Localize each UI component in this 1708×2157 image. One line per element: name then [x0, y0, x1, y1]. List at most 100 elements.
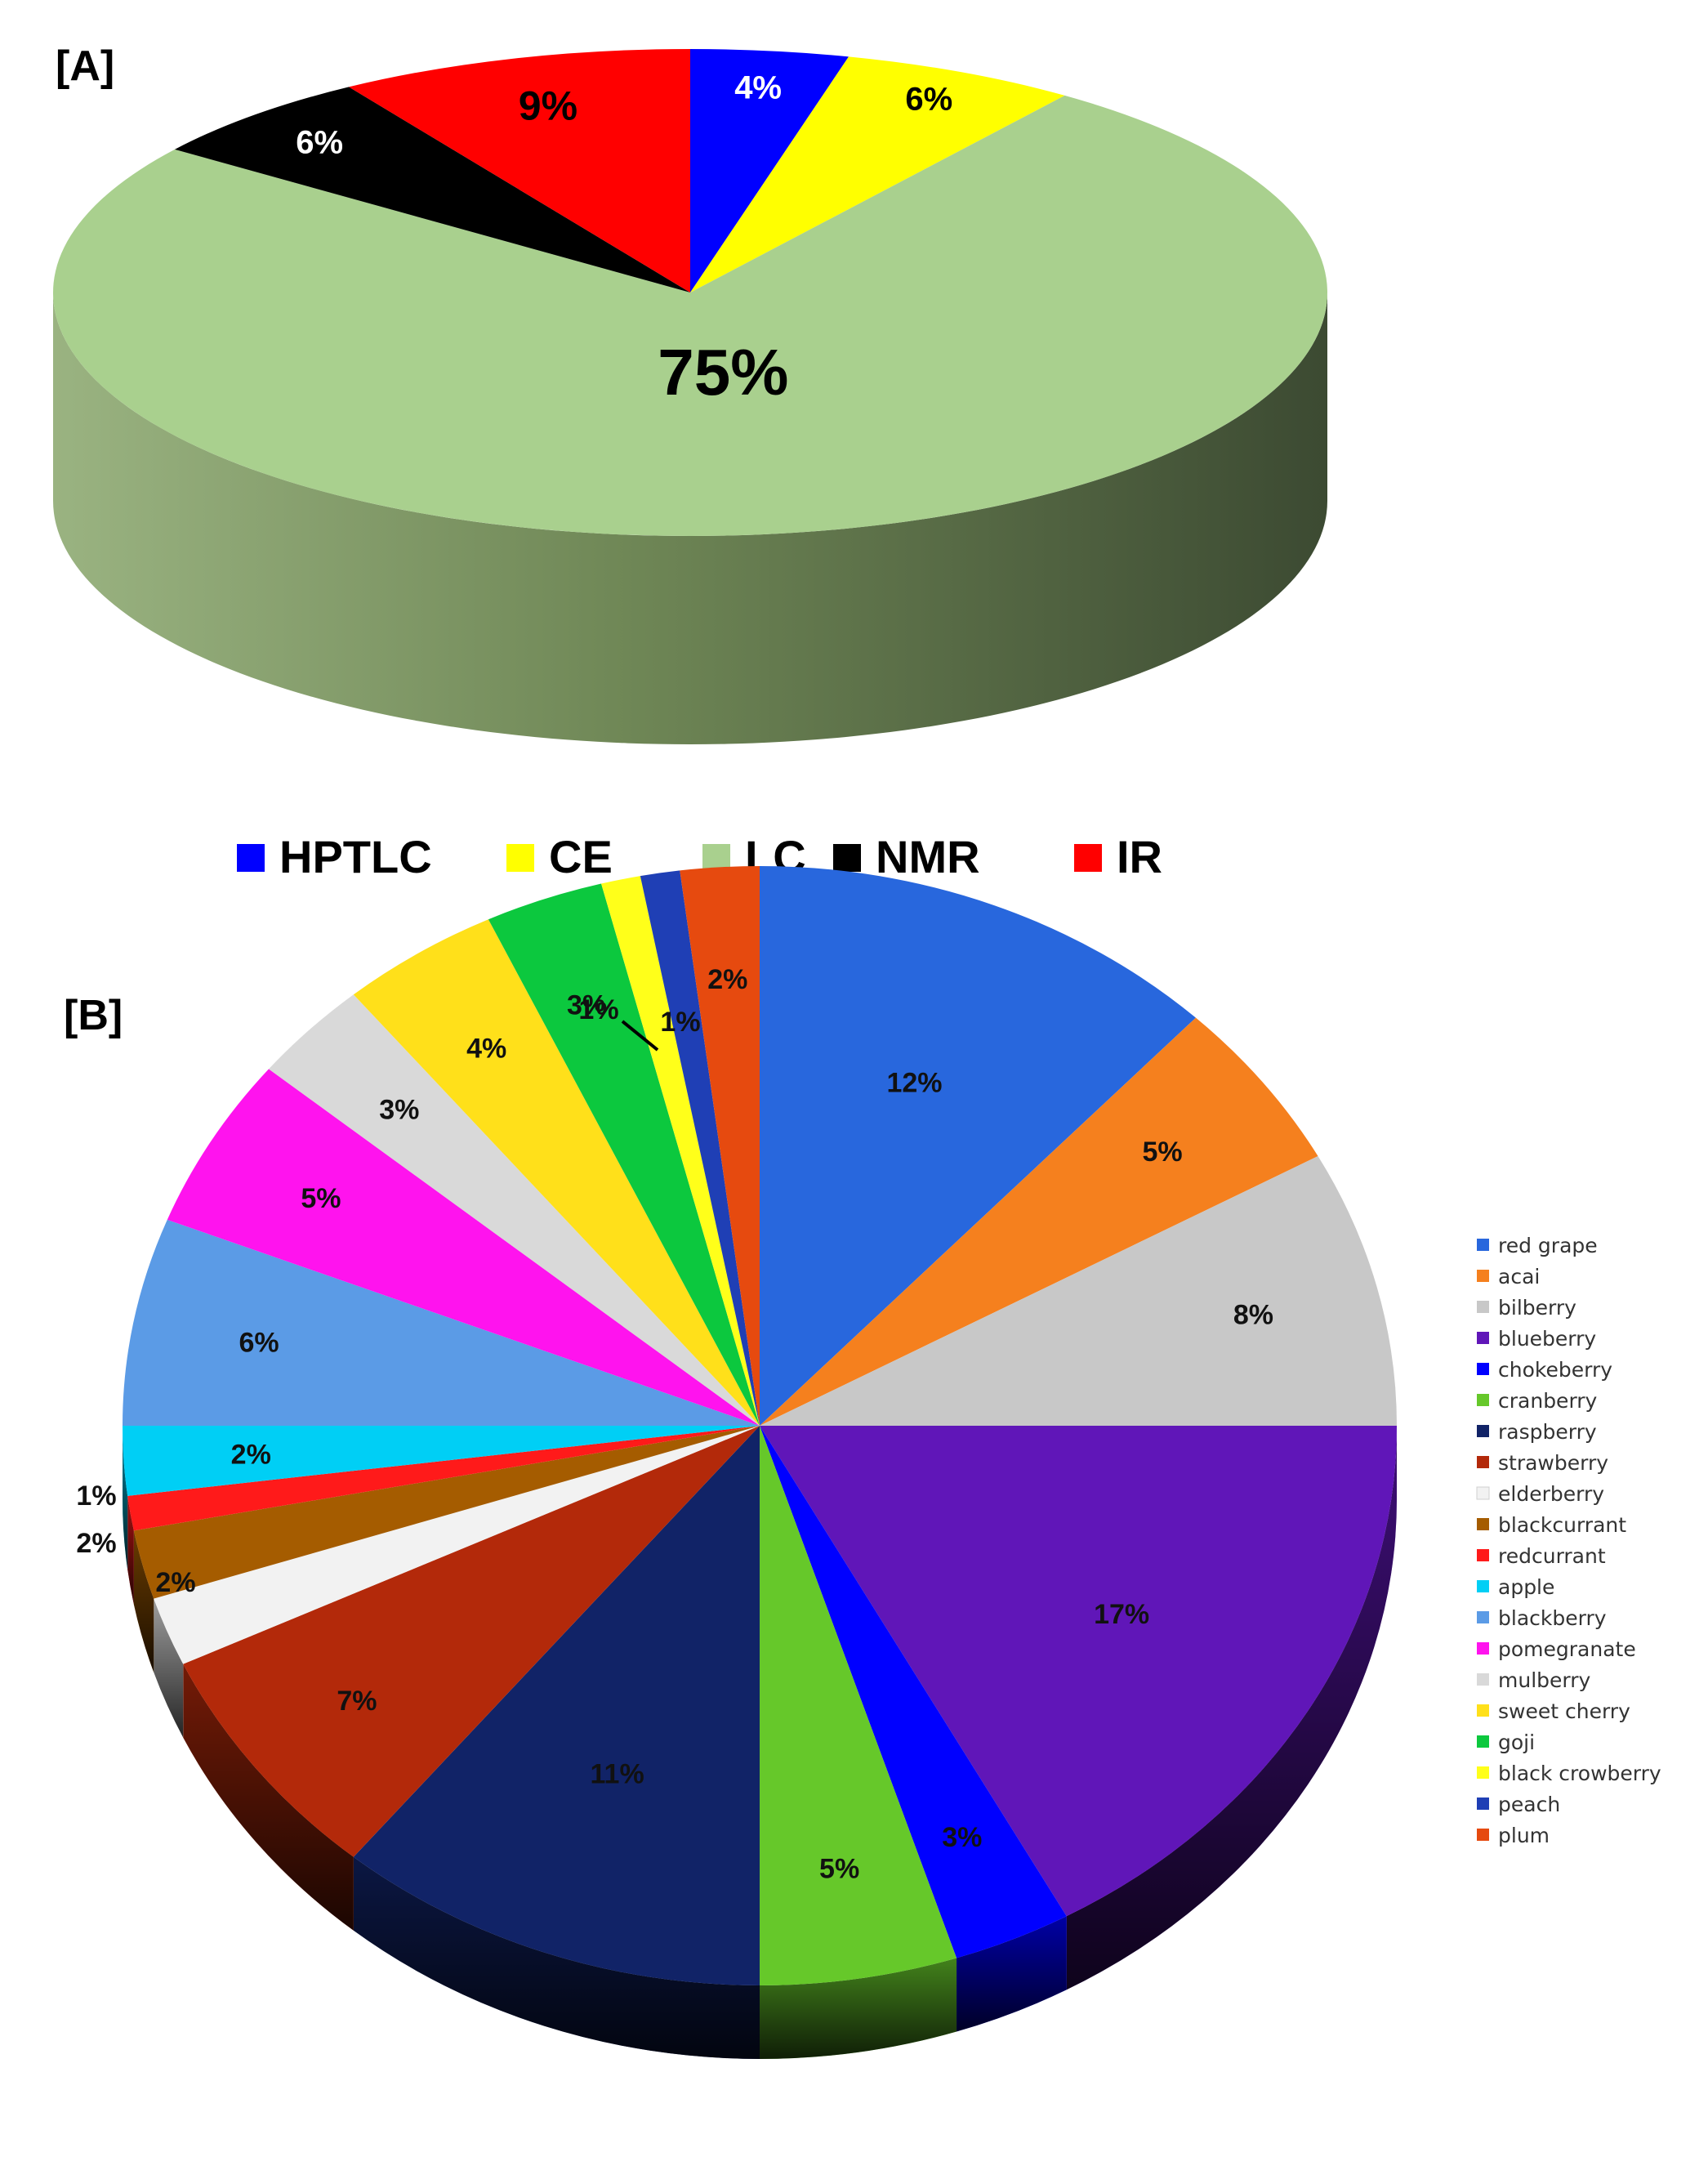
legend-b-swatch	[1477, 1425, 1489, 1437]
legend-b-swatch	[1477, 1518, 1489, 1530]
legend-b-swatch	[1477, 1611, 1489, 1623]
pie-b-value-label: 1%	[578, 994, 618, 1025]
pie-b-value-label: 4%	[466, 1033, 506, 1064]
legend-b-label: chokeberry	[1498, 1358, 1612, 1382]
pie-b-value-label: 5%	[819, 1853, 859, 1884]
legend-b-swatch	[1477, 1363, 1489, 1375]
pie-a-slices	[53, 49, 1328, 536]
pie-b-value-label: 5%	[1142, 1137, 1182, 1168]
pie-a-side-wall	[53, 293, 1327, 744]
legend-b-label: cranberry	[1498, 1389, 1598, 1413]
pie-b-slice-bilberry	[760, 1155, 1398, 1426]
legend-b-label: black crowberry	[1498, 1762, 1661, 1785]
legend-b-label: blueberry	[1498, 1327, 1596, 1351]
pie-a-slice-ir	[349, 49, 690, 293]
pie-b-slice-acai	[760, 1017, 1318, 1426]
pie-b-slices	[123, 866, 1398, 1985]
legend-b-swatch	[1477, 1673, 1489, 1686]
legend-b-swatch	[1477, 1735, 1489, 1748]
pie-a-slice-lc	[53, 95, 1328, 536]
pie-b-slice-strawberry	[183, 1426, 760, 1857]
legend-b-label: bilberry	[1498, 1296, 1576, 1320]
pie-b-side-shade	[183, 1664, 354, 1931]
legend-b-label: raspberry	[1498, 1420, 1597, 1444]
pie-b-value-label: 3%	[567, 989, 607, 1020]
pie-b-slice-sweet-cherry	[353, 919, 760, 1426]
legend-a-swatch	[1074, 844, 1102, 872]
legend-b-swatch	[1477, 1580, 1489, 1592]
pie-b-slice-black-crowberry	[601, 876, 760, 1426]
pie-b-slice-plum	[680, 866, 760, 1426]
legend-a-label: HPTLC	[279, 831, 432, 882]
pie-a-slice-ce	[690, 56, 1065, 293]
pie-b-value-label: 1%	[660, 1007, 700, 1038]
pie-b-slice-blackcurrant	[133, 1426, 760, 1599]
legend-b-swatch	[1477, 1704, 1489, 1717]
pie-b-slice-red-grape	[760, 866, 1196, 1426]
legend-b-swatch	[1477, 1766, 1489, 1779]
pie-a-depth	[53, 293, 1327, 744]
pie-b-slice-goji	[488, 883, 760, 1426]
legend-b-label: acai	[1498, 1265, 1540, 1288]
legend-b-label: strawberry	[1498, 1451, 1608, 1475]
pie-a-labels: 4% 6% 75% 6% 9%	[296, 70, 952, 409]
pie-a-slice-nmr	[174, 87, 691, 293]
pie-b-slice-chokeberry	[760, 1426, 1067, 1958]
legend-a-label: NMR	[876, 831, 980, 882]
pie-b-value-label: 8%	[1233, 1300, 1273, 1331]
pie-b-side-shade	[760, 1958, 957, 2059]
legend-b-label: red grape	[1498, 1234, 1598, 1257]
pie-b-value-label: 11%	[591, 1758, 644, 1789]
pie-b-slice-blackberry	[123, 1219, 760, 1426]
legend-b-swatch	[1477, 1239, 1489, 1251]
pie-b-value-label: 2%	[76, 1528, 116, 1559]
pie-b-value-label: 2%	[707, 964, 747, 995]
pie-b-slice-apple	[123, 1426, 760, 1496]
legend-b-label: peach	[1498, 1793, 1560, 1816]
pie-b-value-label: 12%	[886, 1068, 942, 1099]
pie-b-slice-raspberry	[353, 1426, 760, 1985]
pie-b-slice-cranberry	[760, 1426, 957, 1985]
pie-b-slice-blueberry	[760, 1426, 1397, 1917]
pie-a-value-label: 9%	[519, 83, 578, 129]
legend-b-label: elderberry	[1498, 1482, 1604, 1506]
legend-b-swatch	[1477, 1549, 1489, 1561]
pie-b-value-label: 2%	[155, 1567, 195, 1598]
pie-b-side-shade	[1066, 1426, 1397, 1990]
legend-b-label: goji	[1498, 1731, 1535, 1754]
pie-b-slice-redcurrant	[127, 1426, 760, 1531]
pie-a-value-label: 6%	[296, 124, 343, 160]
legend-b-swatch	[1477, 1642, 1489, 1655]
legend-a-swatch	[506, 844, 534, 872]
pie-b-value-label: 3%	[942, 1822, 982, 1853]
legend-a-swatch	[833, 844, 861, 872]
pie-b-side-shade	[127, 1495, 134, 1605]
legend-b-label: blackcurrant	[1498, 1513, 1626, 1537]
pie-b-value-label: 6%	[239, 1327, 279, 1358]
legend-b-label: plum	[1498, 1824, 1550, 1847]
pie-b-side-shade	[133, 1530, 154, 1672]
pie-b-value-label: 17%	[1094, 1599, 1149, 1630]
pie-b-side-shade	[154, 1598, 184, 1738]
pie-b-slice-pomegranate	[167, 1069, 760, 1426]
legend-b-label: blackberry	[1498, 1606, 1607, 1630]
pie-a-value-label: 75%	[658, 336, 788, 409]
pie-b-slice-elderberry	[154, 1426, 760, 1664]
legend-b-label: redcurrant	[1498, 1544, 1606, 1568]
pie-b-value-label: 2%	[231, 1439, 271, 1470]
pie-b-side-shade	[957, 1916, 1067, 2032]
pie-b-labels: 12%5%8%17%3%5%11%7%2%2%1%2%6%5%3%4%3%1% 1…	[76, 964, 1273, 1884]
legend-b-swatch	[1477, 1829, 1489, 1841]
legend-b-swatch	[1477, 1394, 1489, 1406]
pie-a-value-label: 4%	[734, 70, 782, 106]
pie-b-side-shade	[123, 1426, 128, 1570]
legend-b-swatch	[1477, 1270, 1489, 1282]
legend-b-label: mulberry	[1498, 1668, 1591, 1692]
chart-panel-a: [A] 4% 6%75%6%9% HPTLC CE LC NMR IR	[53, 42, 1328, 882]
legend-a-label: IR	[1117, 831, 1162, 882]
legend-a-swatch	[237, 844, 265, 872]
pie-b-depth	[123, 1426, 1397, 2059]
pie-b-side-shade	[353, 1856, 760, 2059]
pie-b-slice-peach	[640, 870, 760, 1426]
